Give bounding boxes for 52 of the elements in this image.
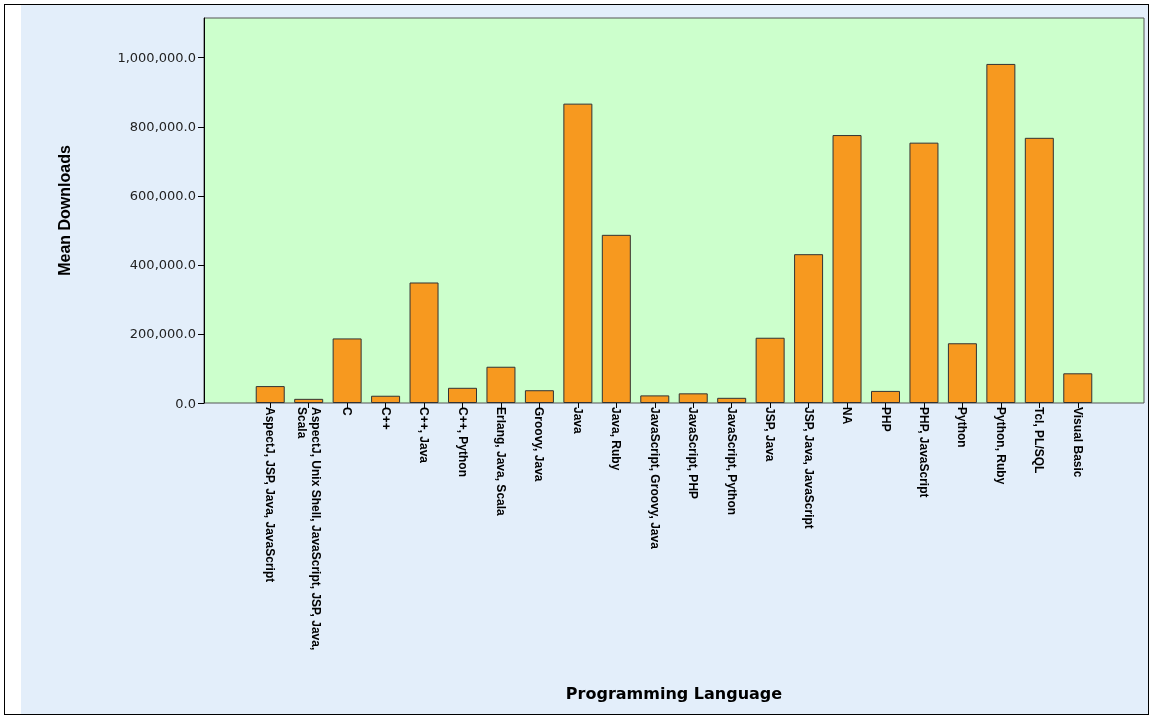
x-tick-label: C++, Java — [417, 407, 432, 464]
x-tick-label: Python — [955, 407, 970, 448]
x-tick-label: Groovy, Java — [532, 407, 547, 482]
y-tick-label: 400,000.0 — [129, 257, 196, 273]
y-tick-label: 0.0 — [175, 395, 196, 411]
x-tick-label: Visual Basic — [1070, 407, 1085, 478]
x-tick-label: Tcl, PL/SQL — [1032, 407, 1047, 474]
x-tick-label: AspectJ, JSP, Java, JavaScript — [263, 407, 278, 583]
bar — [986, 63, 1016, 403]
bar — [371, 395, 401, 403]
bar — [678, 393, 708, 403]
bar — [947, 343, 977, 403]
x-tick-label: JavaScript, PHP — [686, 407, 701, 500]
x-tick-label: Java, Ruby — [609, 407, 624, 471]
x-tick-label: Java — [570, 407, 585, 435]
bar — [294, 398, 324, 403]
y-axis-title: Mean Downloads — [55, 145, 73, 276]
bar — [755, 337, 785, 403]
x-tick-label: C++ — [378, 407, 393, 430]
x-tick-label: PHP, JavaScript — [916, 407, 931, 498]
bar — [794, 254, 824, 403]
y-tick-label: 200,000.0 — [129, 326, 196, 342]
x-tick-label: PHP — [878, 407, 893, 432]
bar — [601, 234, 631, 403]
bar — [1024, 137, 1054, 403]
bar — [640, 395, 670, 403]
y-tick-label: 1,000,000.0 — [117, 50, 196, 66]
x-tick-label: JavaScript, Groovy, Java — [647, 407, 662, 550]
bar — [1063, 373, 1093, 403]
bar — [486, 366, 516, 403]
bar — [871, 390, 900, 403]
x-tick-label: C++, Python — [455, 407, 470, 478]
bar — [255, 386, 285, 403]
x-tick-label: JSP, Java — [763, 407, 778, 462]
y-tick-label: 600,000.0 — [129, 188, 196, 204]
x-tick-label: C — [340, 407, 355, 416]
bar — [332, 338, 362, 403]
bar — [832, 135, 862, 403]
bar — [717, 397, 747, 403]
x-axis-title: Programming Language — [565, 683, 783, 703]
y-tick-label: 800,000.0 — [129, 119, 196, 135]
x-tick-label: NA — [840, 407, 855, 425]
x-tick-label: JSP, Java, JavaScript — [801, 407, 816, 529]
bar — [563, 103, 593, 403]
x-tick-label: Python, Ruby — [993, 407, 1008, 485]
x-tick-label: AspectJ, Unix Shell, JavaScript, JSP, Java, Scala — [294, 407, 323, 654]
bar — [524, 390, 554, 403]
x-tick-label: Erlang, Java, Scala — [493, 407, 508, 517]
bar — [448, 387, 477, 403]
bar — [909, 142, 939, 403]
bar — [409, 282, 439, 403]
x-tick-label: JavaScript, Python — [724, 407, 739, 516]
